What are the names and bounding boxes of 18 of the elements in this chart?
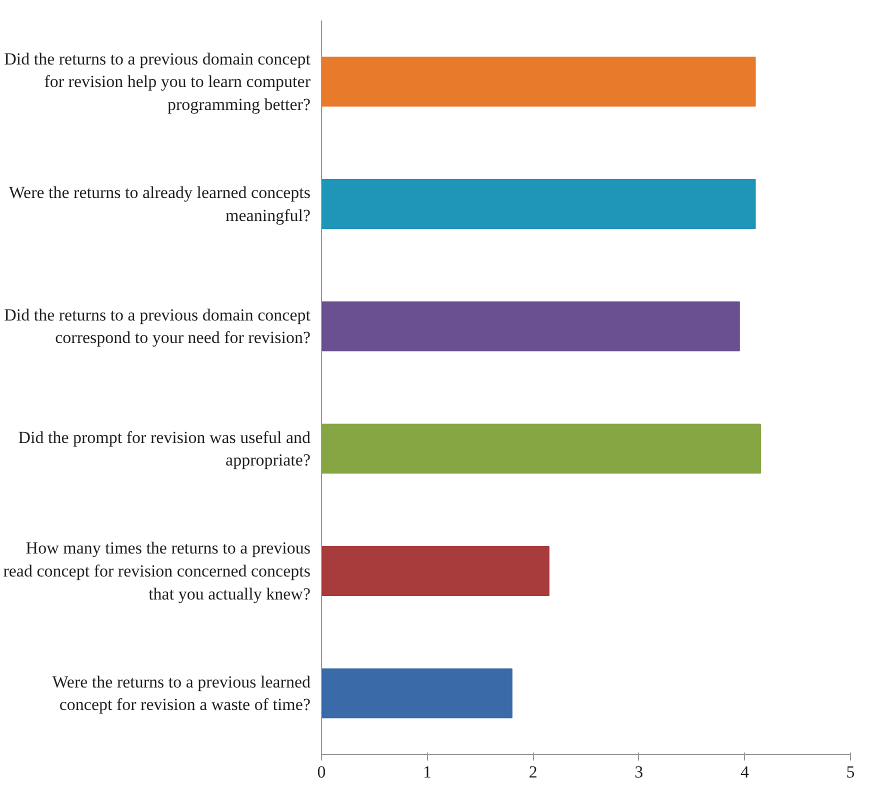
bar [322,56,756,107]
bar [322,424,762,474]
x-tick-label: 2 [528,762,538,782]
x-tick-label: 1 [423,762,432,782]
y-tick-label: How many times the returns to a previous read concept for revision concerned concepts that you actually knew? [3,538,311,604]
y-tick-label: Did the returns to a previous domain concept correspond to your need for revision? [4,305,311,348]
x-tick-label: 0 [317,762,326,782]
bar [322,301,740,352]
bar [322,179,756,229]
y-tick-label: Did the prompt for revision was useful and appropriate? [18,428,311,470]
x-tick-label: 5 [846,762,855,782]
x-tick-label: 4 [740,762,750,782]
y-tick-label: Were the returns to already learned concepts meaningful? [8,183,311,225]
x-tick-label: 3 [634,762,644,782]
bar [322,668,512,718]
y-tick-label: Did the returns to a previous domain concept for revision help you to learn computer programming better? [4,49,311,114]
y-tick-label: Were the returns to a previous learned concept for revision a waste of time? [52,672,311,714]
bar [322,546,550,596]
